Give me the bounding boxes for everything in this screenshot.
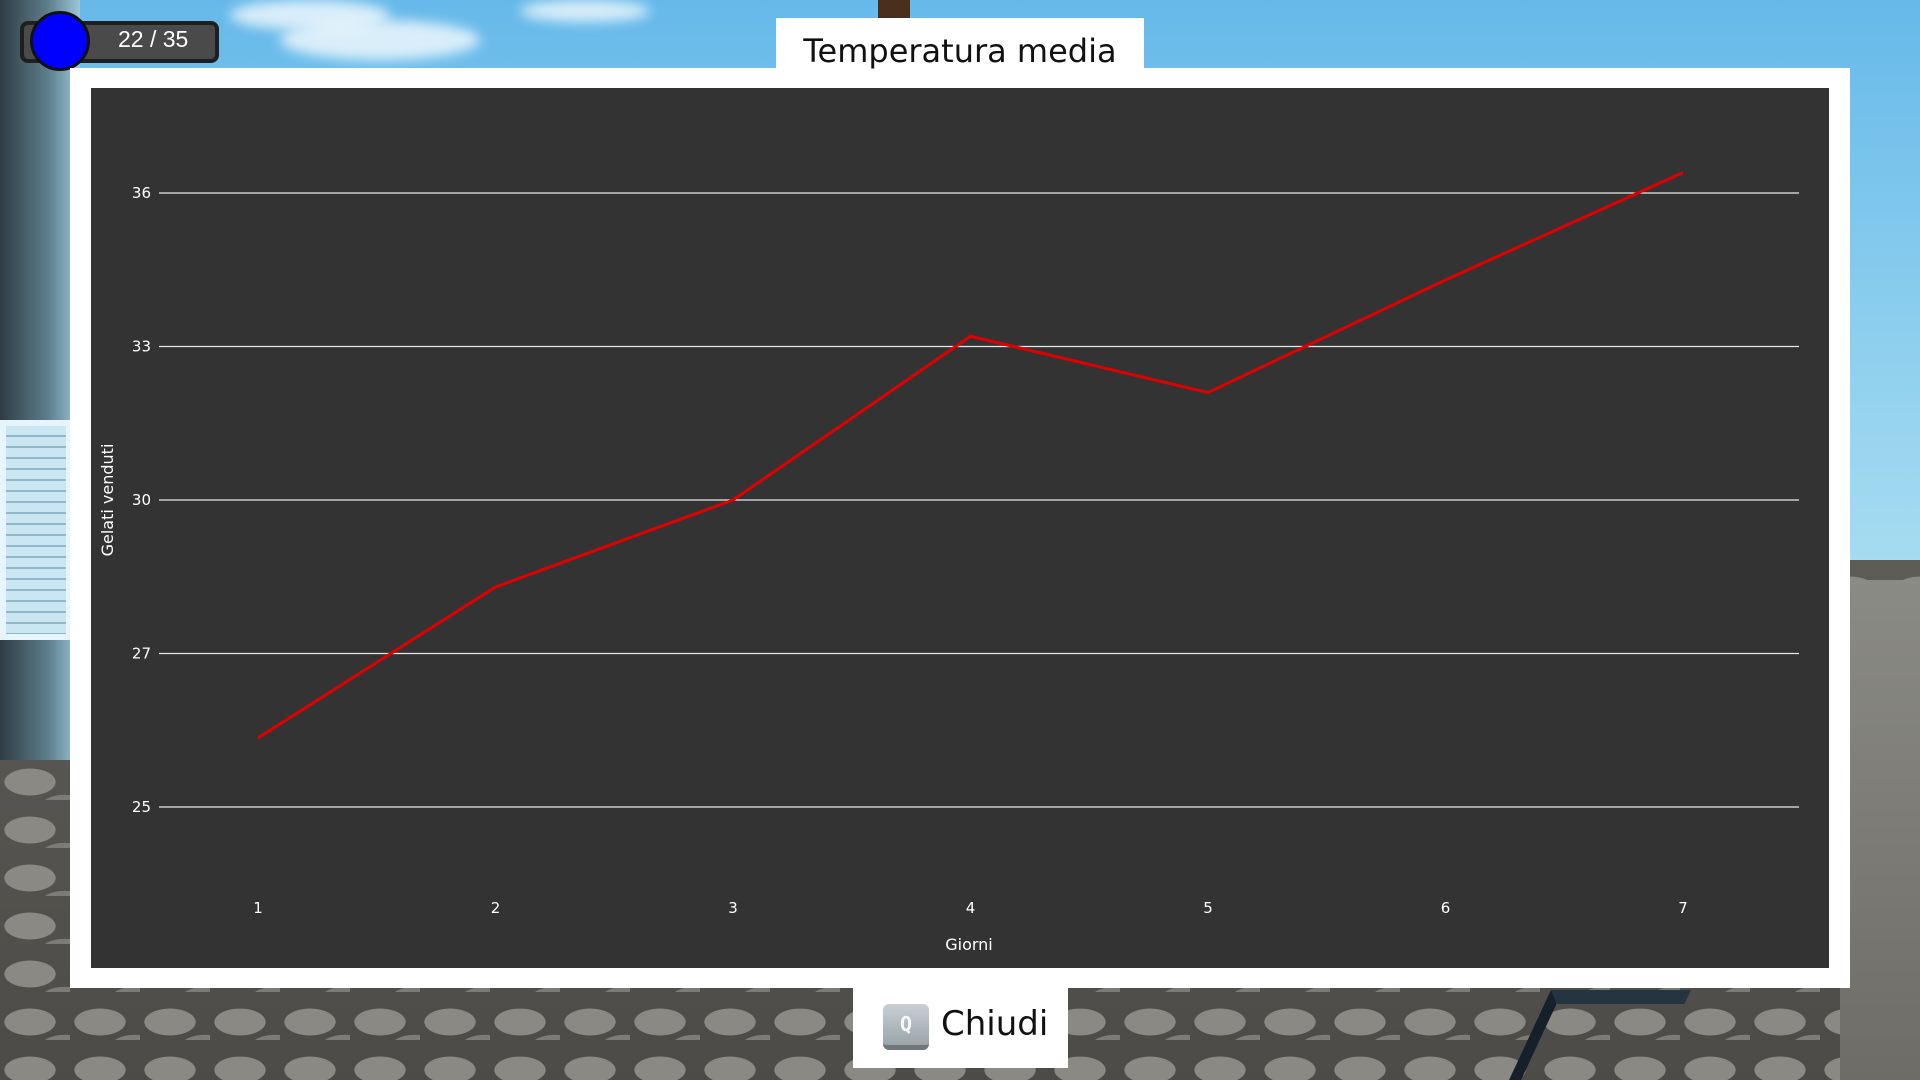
hud-counter-text: 22 / 35: [118, 26, 189, 52]
x-tick-label: 4: [966, 899, 976, 917]
x-tick-label: 1: [253, 899, 263, 917]
y-tick-label: 36: [132, 184, 151, 202]
x-tick-label: 2: [491, 899, 501, 917]
wooden-pole: [878, 0, 910, 20]
x-tick-label: 6: [1441, 899, 1451, 917]
close-button-label: Chiudi: [941, 1004, 1049, 1044]
chart-panel: 25 27 30 33 36 1 2 3 4 5 6 7 Giorni Gelati venduti: [70, 68, 1850, 988]
close-button[interactable]: Q Chiudi: [853, 988, 1068, 1068]
q-key-icon: Q: [883, 1004, 929, 1050]
x-tick-label: 3: [728, 899, 738, 917]
y-tick-label: 30: [132, 491, 151, 509]
line-chart: 25 27 30 33 36 1 2 3 4 5 6 7 Giorni Gelati venduti: [98, 171, 1799, 954]
x-tick-label: 5: [1203, 899, 1213, 917]
window-blinds: [0, 420, 72, 640]
cloud: [520, 0, 650, 22]
x-tick-label: 7: [1678, 899, 1688, 917]
stone-wall: [1840, 580, 1920, 1080]
y-axis-label: Gelati venduti: [98, 444, 117, 557]
chart-area: 25 27 30 33 36 1 2 3 4 5 6 7 Giorni Gelati venduti: [91, 88, 1829, 968]
x-axis-label: Giorni: [945, 935, 993, 954]
panel-title-tab: Temperatura media: [776, 18, 1144, 78]
y-tick-label: 33: [132, 338, 151, 356]
series-line: [257, 171, 1684, 740]
panel-title: Temperatura media: [803, 32, 1117, 70]
cloud: [280, 20, 480, 60]
player-dot-icon: [30, 11, 90, 71]
building: [0, 0, 80, 760]
y-tick-label: 27: [132, 645, 151, 663]
y-tick-label: 25: [132, 798, 151, 816]
